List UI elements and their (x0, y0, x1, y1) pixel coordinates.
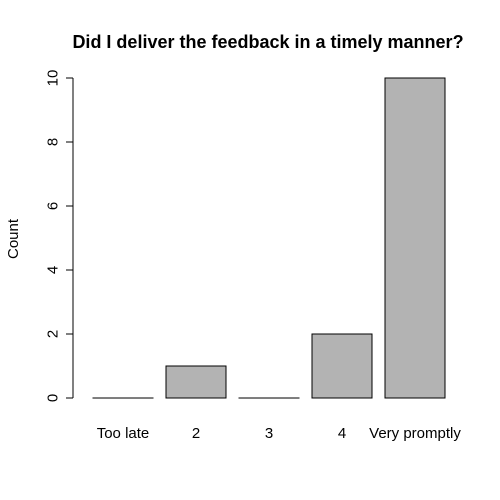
chart-title: Did I deliver the feedback in a timely m… (72, 32, 463, 52)
x-tick-label: Too late (97, 425, 150, 442)
x-tick-label: 2 (192, 425, 200, 442)
y-tick-label: 2 (45, 330, 62, 338)
x-tick-labels: Too late 2 3 4 Very promptly (97, 425, 462, 442)
y-axis: 0 2 4 6 8 10 (45, 70, 74, 402)
bar (384, 77, 446, 399)
y-tick-label: 4 (45, 266, 62, 274)
bar (311, 333, 373, 399)
bars-group (92, 77, 446, 399)
y-tick-label: 6 (45, 202, 62, 210)
y-tick-label: 10 (45, 70, 62, 87)
x-tick-label: 3 (265, 425, 273, 442)
y-tick-label: 0 (45, 394, 62, 402)
y-tick-label: 8 (45, 138, 62, 146)
x-tick-label: 4 (338, 425, 346, 442)
y-axis-label: Count (5, 218, 22, 259)
bar (165, 365, 227, 399)
x-tick-label: Very promptly (369, 425, 461, 442)
